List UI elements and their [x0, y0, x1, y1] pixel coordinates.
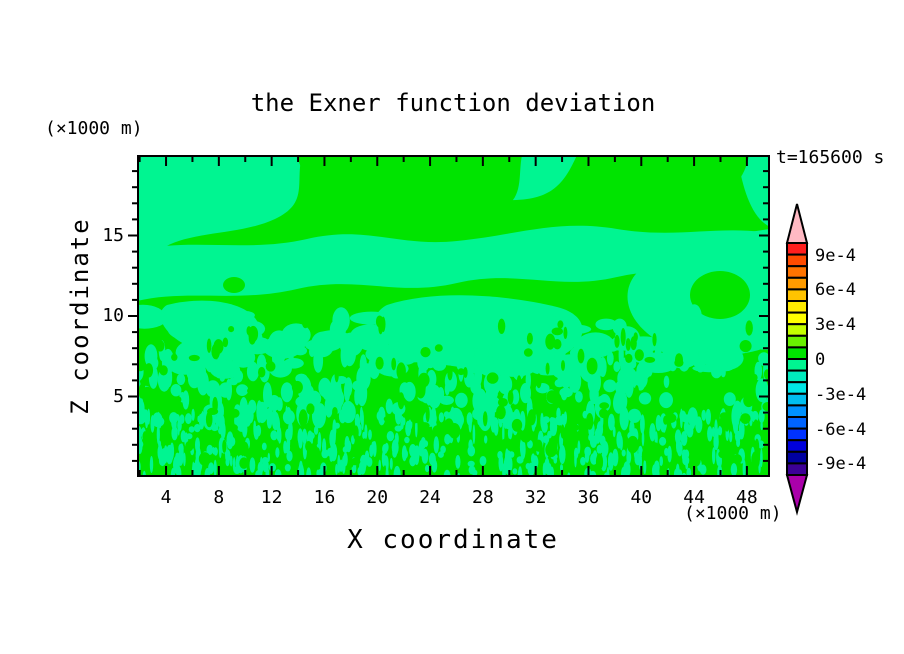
x-tick-label: 24	[419, 487, 441, 508]
x-axis-title: X coordinate	[347, 525, 559, 555]
contour-map-svg	[120, 155, 792, 487]
colorbar-tick-label: -9e-4	[815, 454, 867, 475]
x-tick-label: 4	[160, 487, 172, 508]
y-tick-label: 15	[102, 224, 124, 246]
contour-plot-area	[120, 155, 792, 487]
x-tick-label: 28	[472, 487, 494, 508]
x-tick-label: 12	[260, 487, 283, 508]
y-tick-label: 10	[102, 305, 124, 326]
x-tick-label: 36	[577, 487, 600, 508]
x-tick-label: 48	[736, 487, 758, 508]
x-tick-label: 40	[630, 487, 653, 508]
colorbar-tick-label: -6e-4	[815, 419, 867, 440]
chart-title: the Exner function deviation	[250, 89, 656, 117]
y-axis-unit-label: (×1000 m)	[45, 118, 143, 139]
colorbar	[781, 198, 831, 518]
y-tick-label: 5	[113, 385, 124, 407]
x-tick-label: 8	[213, 487, 225, 508]
colorbar-tick-label: 6e-4	[815, 280, 856, 301]
y-outside-ticks-svg	[128, 170, 137, 462]
x-tick-label: 44	[683, 487, 705, 508]
x-tick-label: 16	[313, 487, 336, 508]
colorbar-tick-label: -3e-4	[815, 384, 867, 405]
colorbar-svg	[785, 203, 809, 516]
colorbar-tick-label: 0	[815, 350, 826, 370]
time-annotation: t=165600 s	[776, 147, 885, 168]
x-tick-label: 20	[366, 487, 389, 508]
x-tick-label: 32	[524, 487, 547, 508]
colorbar-tick-label: 9e-4	[815, 245, 856, 266]
x-axis-unit-label: (×1000 m)	[684, 503, 782, 524]
y-axis-outside-ticks	[125, 155, 137, 477]
colorbar-tick-label: 3e-4	[815, 315, 856, 336]
